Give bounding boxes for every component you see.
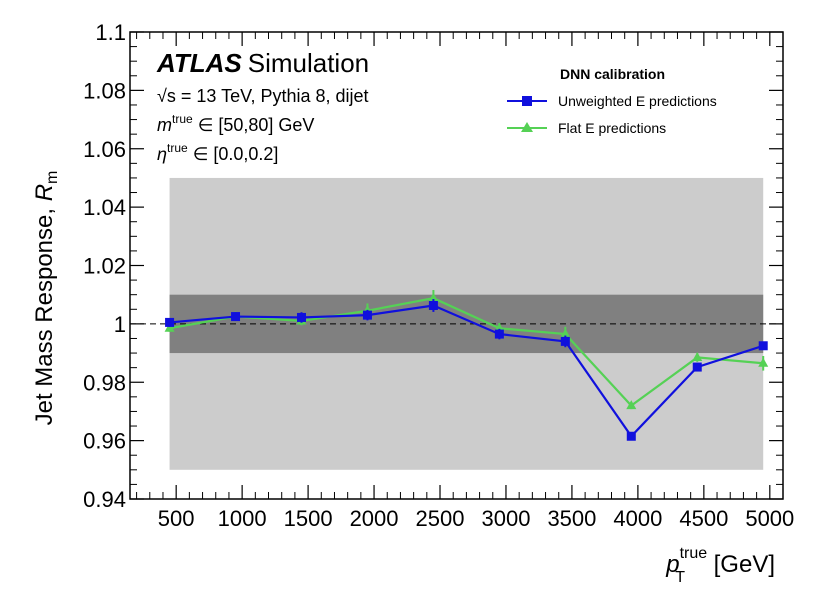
x-axis-title: ptrue T [GeV] [665, 545, 775, 586]
eta-symbol: η [157, 144, 167, 164]
x-tick-label: 4500 [679, 506, 728, 531]
eta-sup: true [167, 141, 188, 155]
data-point-flat [626, 400, 637, 410]
x-axis-title-symbol: p [665, 551, 679, 578]
legend: DNN calibration Unweighted E predictions… [507, 66, 717, 136]
eta-rest: ∈ [0.0,0.2] [188, 144, 279, 164]
legend-entry-unweighted: Unweighted E predictions [507, 93, 717, 109]
legend-title: DNN calibration [560, 66, 665, 82]
y-tick-label: 1.08 [83, 78, 126, 103]
x-axis-title-sub: T [675, 569, 685, 586]
x-axis-title-sup: true [680, 545, 708, 562]
x-tick-label: 3500 [547, 506, 596, 531]
y-axis-title-symbol: R [31, 184, 58, 201]
data-point-flat [164, 322, 175, 332]
series-line-unweighted [169, 304, 764, 438]
x-axis-title-unit: [GeV] [707, 551, 775, 578]
atlas-word: ATLAS [156, 48, 242, 78]
x-tick-label: 5000 [745, 506, 794, 531]
energy-rest: = 13 TeV, Pythia 8, dijet [176, 86, 369, 106]
data-point-unweighted [758, 341, 768, 351]
legend-label-unweighted: Unweighted E predictions [558, 93, 717, 109]
legend-marker-flat [521, 122, 533, 132]
y-tick-label: 1.04 [83, 195, 126, 220]
x-tick-label: 2000 [350, 506, 399, 531]
y-tick-label: 0.94 [83, 487, 126, 512]
data-point-unweighted [165, 317, 175, 327]
y-tick-label: 1.06 [83, 137, 126, 162]
data-point-flat [692, 351, 703, 361]
atlas-label: ATLAS Simulation [156, 48, 369, 78]
data-point-unweighted [626, 431, 636, 441]
data-point-flat [560, 328, 571, 338]
y-axis-title: Jet Mass Response, Rm [31, 171, 61, 426]
y-tick-label: 1 [114, 312, 126, 337]
energy-sqrt: √s [157, 86, 176, 106]
series-line-flat [169, 297, 764, 408]
mass-range-line: mtrue ∈ [50,80] GeV [157, 112, 314, 135]
data-point-flat [494, 322, 505, 332]
data-point-flat [428, 292, 439, 302]
y-tick-label: 0.96 [83, 429, 126, 454]
data-point-unweighted [296, 312, 306, 322]
data-point-unweighted [231, 312, 241, 322]
data-point-unweighted [692, 362, 702, 372]
x-tick-label: 2500 [416, 506, 465, 531]
x-tick-label: 4000 [613, 506, 662, 531]
data-point-unweighted [428, 300, 438, 310]
eta-range-line: ηtrue ∈ [0.0,0.2] [157, 141, 278, 164]
data-point-flat [758, 357, 769, 367]
x-tick-label: 500 [158, 506, 195, 531]
axis-ticks: 0.94 0.96 0.98 1 1.02 1.04 1.06 1.08 1.1 500 1000 1… [83, 20, 794, 531]
legend-marker-unweighted [522, 96, 532, 106]
mass-symbol: m [157, 115, 172, 135]
energy-line: √s = 13 TeV, Pythia 8, dijet [157, 86, 369, 106]
mass-rest: ∈ [50,80] GeV [193, 115, 315, 135]
y-tick-label: 1.02 [83, 254, 126, 279]
simulation-word: Simulation [248, 48, 369, 78]
y-tick-label: 0.98 [83, 370, 126, 395]
x-tick-label: 1500 [284, 506, 333, 531]
data-point-unweighted [494, 329, 504, 339]
data-series [164, 290, 769, 441]
y-axis-title-prefix: Jet Mass Response, [31, 201, 58, 425]
x-tick-label: 3000 [481, 506, 530, 531]
legend-entry-flat: Flat E predictions [507, 120, 666, 136]
data-point-unweighted [362, 310, 372, 320]
legend-label-flat: Flat E predictions [558, 120, 666, 136]
data-point-unweighted [560, 336, 570, 346]
y-tick-label: 1.1 [95, 20, 126, 45]
x-tick-label: 1000 [218, 506, 267, 531]
mass-sup: true [172, 112, 193, 126]
y-axis-title-sub: m [44, 171, 61, 184]
